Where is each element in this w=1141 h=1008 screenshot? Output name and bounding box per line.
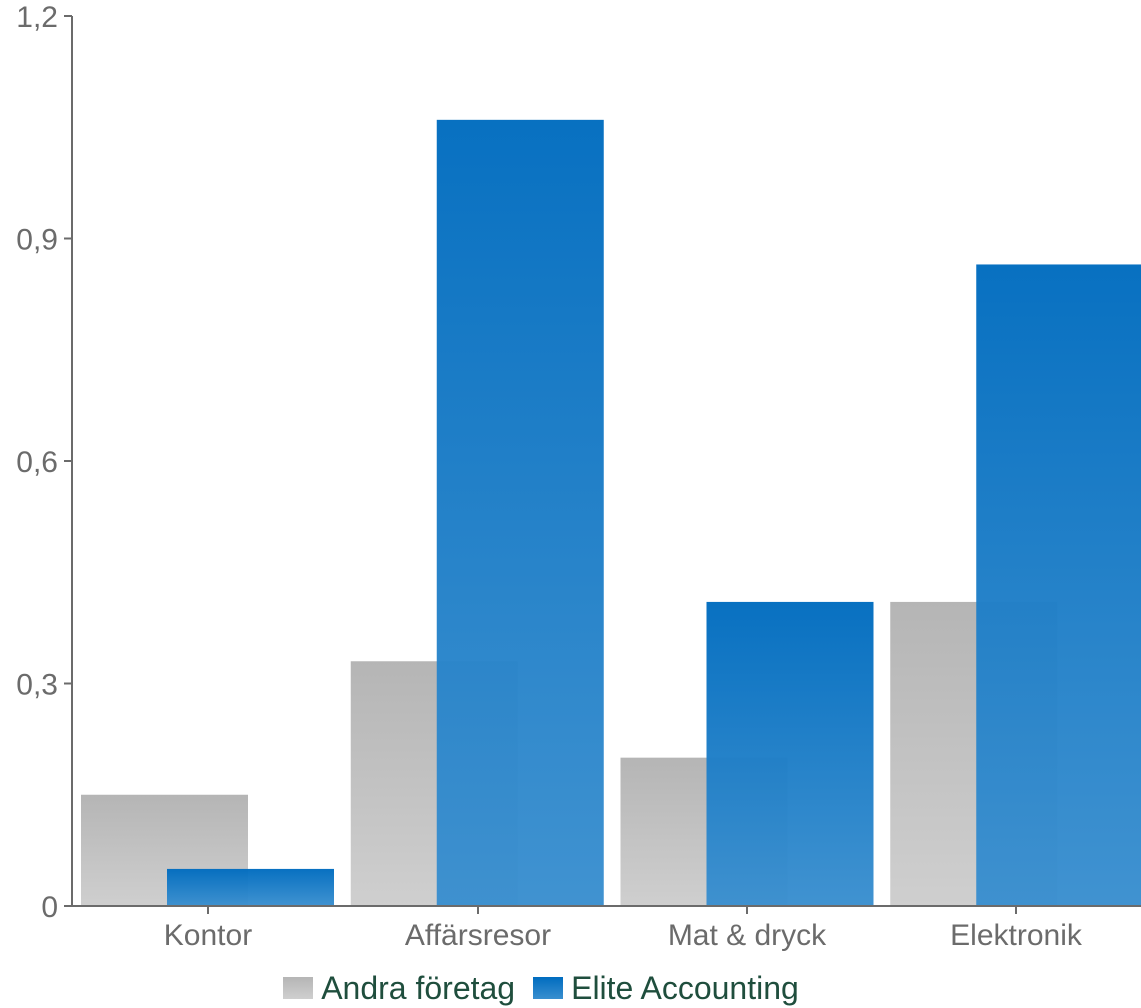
y-tick-label: 1,2 (16, 1, 58, 34)
y-tick-label: 0,9 (16, 224, 58, 257)
y-tick-label: 0,3 (16, 669, 58, 702)
legend-item-elite-accounting[interactable]: Elite Accounting (533, 968, 799, 1008)
bar-elite-accounting-0[interactable] (167, 868, 334, 906)
y-tick-label: 0 (41, 891, 58, 924)
x-category-label: Affärsresor (405, 919, 551, 952)
bar-elite-accounting-1[interactable] (436, 119, 604, 907)
x-category-label: Kontor (164, 919, 252, 952)
bar-chart: 0 0,3 0,6 0,9 1,2 Kontor Affärsresor Mat & dryc… (16, 1, 1141, 952)
bars-group (81, 119, 1141, 907)
bar-elite-accounting-3[interactable] (976, 264, 1141, 906)
legend-label: Andra företag (321, 970, 516, 1006)
y-tick-label: 0,6 (16, 446, 58, 479)
legend-label: Elite Accounting (571, 970, 799, 1006)
x-category-label: Elektronik (950, 919, 1083, 952)
x-category-label: Mat & dryck (668, 919, 827, 952)
axes-group (64, 15, 1141, 914)
legend-swatch-gray (283, 977, 314, 999)
legend-swatch-blue (533, 977, 564, 999)
bar-elite-accounting-2[interactable] (706, 601, 874, 906)
labels-group: 0 0,3 0,6 0,9 1,2 Kontor Affärsresor Mat & dryc… (16, 1, 1083, 952)
legend-item-andra-foretag[interactable]: Andra företag (283, 968, 515, 1008)
legend: Andra företag Elite Accounting (0, 968, 1082, 1008)
